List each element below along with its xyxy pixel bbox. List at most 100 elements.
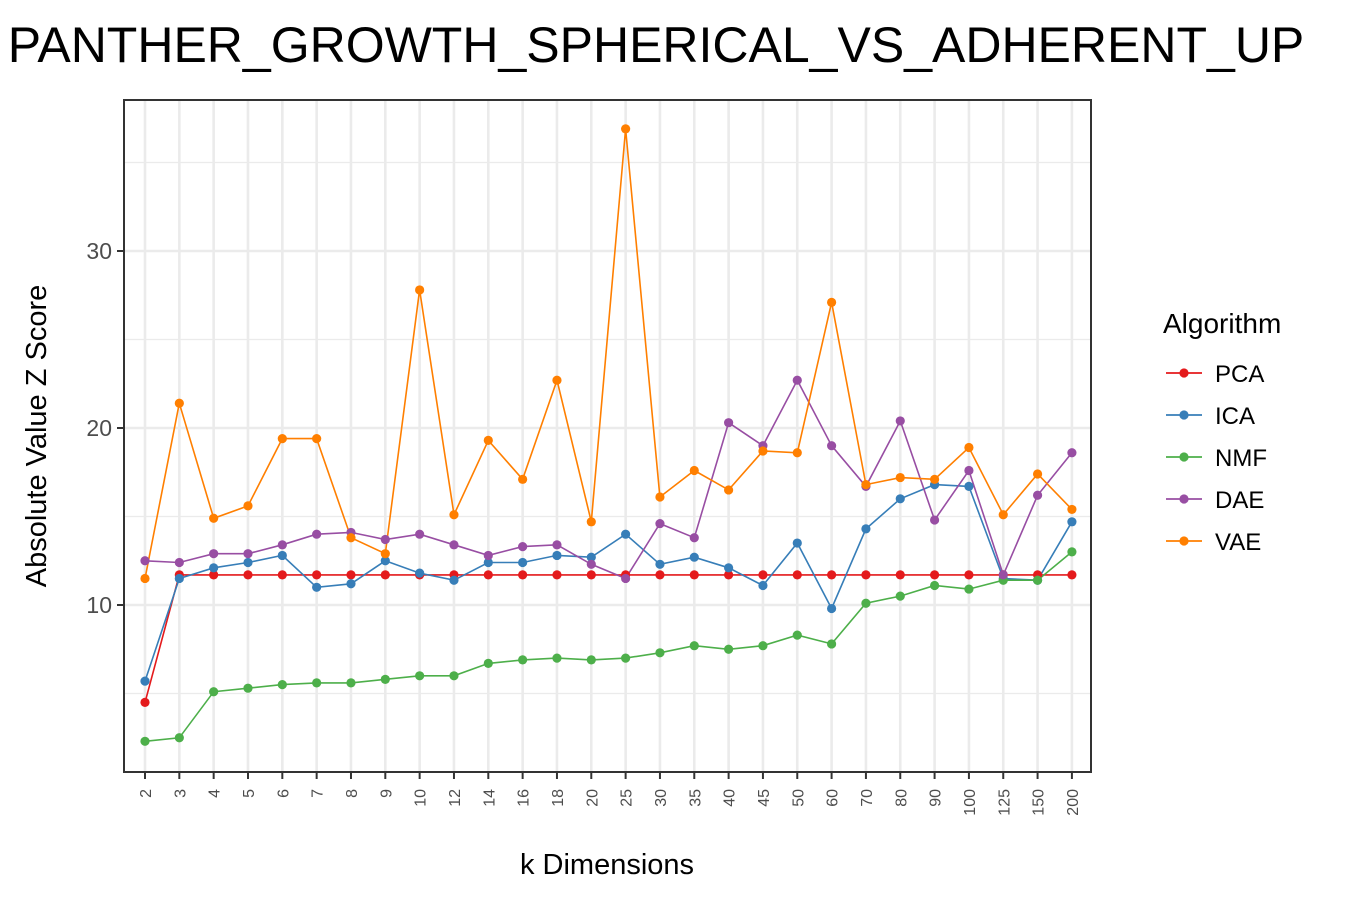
data-point-nmf — [861, 598, 871, 608]
data-point-vae — [415, 285, 425, 295]
x-tick-label: 150 — [1031, 789, 1048, 816]
data-point-vae — [518, 474, 528, 484]
legend-key-point-dae — [1179, 494, 1189, 504]
data-point-dae — [621, 573, 631, 584]
data-point-ica — [174, 573, 184, 584]
x-tick-label: 6 — [275, 789, 292, 798]
data-point-vae — [895, 472, 905, 483]
data-point-pca — [655, 570, 665, 580]
data-point-ica — [792, 538, 802, 548]
series-line-nmf — [144, 551, 1073, 743]
data-point-nmf — [209, 687, 219, 697]
y-tick-label: 30 — [86, 238, 112, 264]
data-point-vae — [724, 485, 734, 495]
data-point-vae — [964, 442, 974, 453]
data-point-ica — [552, 550, 562, 561]
legend-key-point-ica — [1179, 410, 1189, 420]
legend-title: Algorithm — [1163, 308, 1281, 339]
data-point-dae — [380, 534, 390, 545]
data-point-vae — [621, 124, 631, 134]
x-tick-label: 40 — [722, 789, 739, 807]
chart-title: PANTHER_GROWTH_SPHERICAL_VS_ADHERENT_UP — [8, 17, 1305, 73]
x-tick-label: 50 — [790, 789, 807, 807]
data-point-ica — [586, 552, 596, 562]
series-line-dae — [144, 378, 1073, 580]
legend-label-ica: ICA — [1215, 403, 1255, 430]
data-point-nmf — [277, 680, 287, 690]
data-point-pca — [586, 570, 596, 580]
panel-background — [124, 100, 1091, 772]
data-point-nmf — [621, 653, 631, 663]
data-point-vae — [174, 398, 184, 408]
data-point-nmf — [312, 678, 322, 688]
data-point-ica — [964, 481, 974, 492]
x-tick-label: 8 — [344, 789, 361, 798]
x-tick-label: 7 — [310, 789, 327, 798]
data-point-dae — [792, 375, 802, 385]
series-line-pca — [144, 574, 1072, 703]
data-point-ica — [518, 557, 528, 568]
panel-border — [123, 99, 1092, 773]
x-tick-label: 80 — [893, 789, 910, 807]
data-point-dae — [243, 549, 253, 559]
data-point-ica — [415, 568, 425, 578]
data-point-vae — [1032, 469, 1043, 479]
y-tick-label: 10 — [86, 592, 112, 618]
data-point-pca — [483, 570, 493, 580]
data-point-vae — [380, 549, 390, 559]
data-point-dae — [1067, 448, 1077, 458]
data-point-dae — [209, 549, 219, 559]
data-point-ica — [1067, 517, 1077, 527]
x-tick-label: 12 — [447, 789, 464, 807]
x-tick-label: 10 — [413, 789, 430, 807]
data-point-pca — [518, 570, 528, 580]
data-point-vae — [689, 465, 699, 476]
data-point-nmf — [140, 736, 150, 746]
x-tick-label: 125 — [996, 789, 1013, 816]
data-point-nmf — [449, 671, 459, 681]
data-point-nmf — [689, 641, 699, 651]
data-point-ica — [724, 563, 734, 573]
data-point-dae — [277, 540, 287, 550]
data-point-ica — [895, 494, 905, 504]
data-point-ica — [312, 582, 322, 592]
data-point-nmf — [929, 580, 940, 591]
data-point-nmf — [552, 653, 562, 663]
data-point-dae — [449, 540, 459, 550]
x-tick-label: 4 — [207, 789, 224, 798]
x-tick-label: 18 — [550, 789, 567, 807]
data-point-dae — [998, 570, 1008, 580]
data-point-vae — [827, 297, 837, 307]
x-tick-label: 200 — [1065, 789, 1082, 816]
data-point-vae — [346, 533, 356, 543]
data-point-nmf — [827, 639, 837, 649]
data-point-ica — [140, 676, 150, 686]
data-point-dae — [174, 557, 184, 568]
legend-key-point-pca — [1179, 368, 1189, 378]
x-axis-title: k Dimensions — [520, 849, 694, 881]
data-point-dae — [895, 416, 905, 426]
data-point-ica — [346, 579, 356, 589]
legend-label-nmf: NMF — [1215, 445, 1267, 472]
data-point-ica — [758, 580, 768, 591]
x-tick-label: 100 — [962, 789, 979, 816]
data-point-dae — [655, 518, 665, 529]
data-point-pca — [964, 570, 974, 580]
data-point-ica — [621, 529, 631, 539]
x-tick-label: 90 — [928, 789, 945, 807]
x-tick-label: 20 — [584, 789, 601, 807]
data-point-dae — [415, 529, 425, 539]
data-point-dae — [483, 550, 493, 561]
data-point-dae — [586, 559, 596, 569]
data-point-nmf — [243, 683, 253, 693]
data-point-vae — [655, 492, 665, 502]
data-point-dae — [1032, 490, 1043, 500]
data-point-dae — [312, 529, 322, 539]
x-tick-label: 5 — [241, 789, 258, 798]
data-point-dae — [724, 418, 734, 428]
data-point-vae — [792, 448, 802, 458]
legend-key-point-nmf — [1179, 452, 1189, 462]
data-point-nmf — [174, 733, 184, 743]
data-point-pca — [827, 570, 837, 580]
